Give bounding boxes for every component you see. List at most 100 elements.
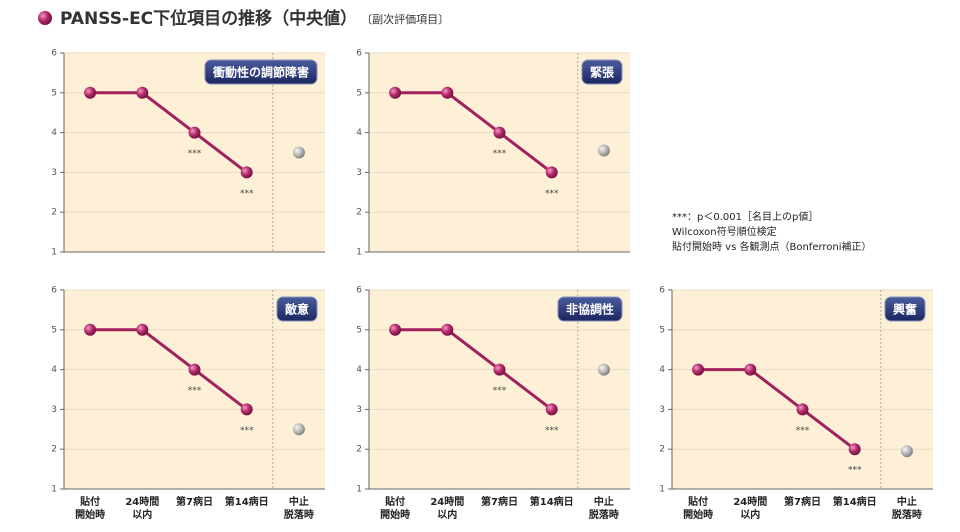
data-point	[389, 86, 402, 99]
data-point	[292, 423, 305, 436]
y-tick-label: 6	[51, 286, 57, 296]
x-tick-label: 貼付	[79, 495, 100, 508]
badge	[557, 296, 623, 322]
page-subtitle: 〔副次評価項目〕	[361, 12, 449, 26]
x-tick-label: 貼付	[687, 495, 708, 508]
y-tick-label: 1	[659, 485, 665, 495]
y-tick-label: 3	[51, 168, 57, 178]
y-tick-label: 2	[659, 445, 665, 455]
data-point	[240, 403, 253, 416]
y-tick-label: 2	[51, 445, 57, 455]
plot-area	[672, 290, 933, 489]
data-point	[493, 363, 506, 376]
data-point	[441, 323, 454, 336]
significance-label: ***	[545, 189, 559, 199]
x-tick-label: 第14病日	[833, 495, 877, 508]
y-tick-label: 5	[51, 88, 57, 98]
x-tick-label: 中止	[289, 495, 309, 508]
x-tick-label: 24時間	[125, 495, 159, 508]
x-tick-label: 24時間	[733, 495, 767, 508]
x-tick-label: 第14病日	[530, 495, 574, 508]
data-point	[545, 403, 558, 416]
significance-label: ***	[188, 149, 202, 159]
x-tick-label: 開始時	[75, 508, 105, 521]
data-point	[136, 323, 149, 336]
y-tick-label: 4	[356, 365, 362, 375]
y-tick-label: 5	[51, 325, 57, 335]
data-point	[493, 126, 506, 139]
significance-label: ***	[240, 189, 254, 199]
data-point	[848, 443, 861, 456]
plot-area	[369, 53, 630, 252]
data-point	[240, 166, 253, 179]
x-tick-label: 脱落時	[589, 508, 619, 521]
y-tick-label: 3	[356, 168, 362, 178]
x-tick-label: 第7病日	[176, 495, 213, 508]
data-point	[597, 363, 610, 376]
y-tick-label: 4	[51, 365, 57, 375]
x-tick-label: 開始時	[683, 508, 713, 521]
significance-label: ***	[796, 426, 810, 436]
chart-title: 非協調性	[566, 302, 614, 317]
significance-label: ***	[188, 386, 202, 396]
chart-title: 興奮	[893, 302, 917, 317]
x-tick-label: 中止	[594, 495, 614, 508]
x-tick-label: 第14病日	[225, 495, 269, 508]
badge	[204, 59, 318, 85]
x-tick-label: 開始時	[380, 508, 410, 521]
data-point	[796, 403, 809, 416]
badge	[276, 296, 318, 322]
badge	[581, 59, 623, 85]
x-tick-label: 第7病日	[784, 495, 821, 508]
data-point	[441, 86, 454, 99]
data-point	[84, 86, 97, 99]
x-tick-label: 以内	[437, 508, 457, 521]
y-tick-label: 5	[356, 325, 362, 335]
y-tick-label: 6	[51, 49, 57, 59]
significance-label: ***	[545, 426, 559, 436]
page-title: PANSS-EC下位項目の推移（中央値）	[60, 8, 357, 29]
y-tick-label: 3	[659, 405, 665, 415]
y-tick-label: 6	[356, 49, 362, 59]
data-point	[692, 363, 705, 376]
y-tick-label: 4	[659, 365, 665, 375]
badge	[884, 296, 926, 322]
note-line: Wilcoxon符号順位検定	[672, 225, 777, 238]
plot-area	[64, 53, 325, 252]
data-point	[597, 144, 610, 157]
series-line	[698, 368, 856, 451]
y-tick-label: 4	[51, 128, 57, 138]
title-marker	[38, 11, 52, 25]
x-tick-label: 中止	[897, 495, 917, 508]
x-tick-label: 脱落時	[284, 508, 314, 521]
y-tick-label: 6	[659, 286, 665, 296]
x-tick-label: 以内	[132, 508, 152, 521]
data-point	[744, 363, 757, 376]
y-tick-label: 2	[356, 445, 362, 455]
plot-area	[369, 290, 630, 489]
x-tick-label: 貼付	[384, 495, 405, 508]
series-line	[395, 91, 553, 174]
y-tick-label: 5	[356, 88, 362, 98]
chart-title: 衝動性の調節障害	[212, 65, 309, 80]
data-point	[188, 363, 201, 376]
data-point	[84, 323, 97, 336]
y-tick-label: 6	[356, 286, 362, 296]
y-tick-label: 1	[51, 485, 57, 495]
significance-label: ***	[493, 149, 507, 159]
y-tick-label: 4	[356, 128, 362, 138]
data-point	[188, 126, 201, 139]
plot-area	[64, 290, 325, 489]
y-tick-label: 3	[51, 405, 57, 415]
data-point	[292, 146, 305, 159]
x-tick-label: 脱落時	[892, 508, 922, 521]
significance-label: ***	[493, 386, 507, 396]
y-tick-label: 3	[356, 405, 362, 415]
series-line	[395, 328, 553, 411]
y-tick-label: 1	[51, 248, 57, 258]
chart-title: 緊張	[590, 65, 615, 80]
x-tick-label: 以内	[740, 508, 760, 521]
series-line	[90, 328, 248, 411]
x-tick-label: 第7病日	[481, 495, 518, 508]
